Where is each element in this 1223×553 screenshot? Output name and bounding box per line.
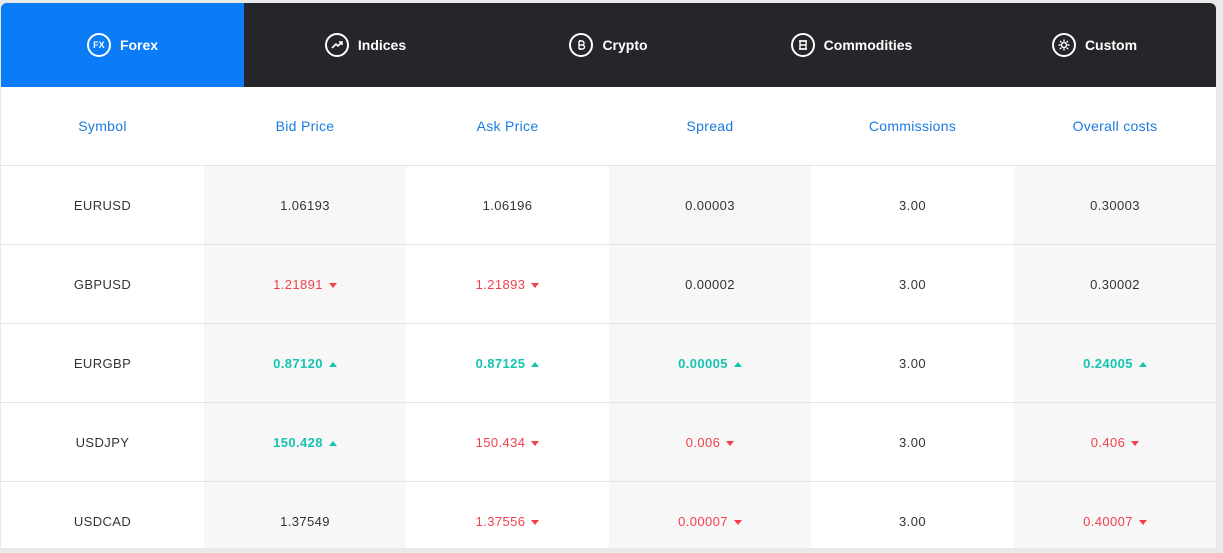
cell-spread: 0.006 [609, 402, 811, 482]
price-value: 3.00 [899, 355, 926, 371]
header-bid-price[interactable]: Bid Price [204, 87, 406, 166]
cell-overall-costs: 0.30002 [1014, 244, 1216, 324]
commodities-icon [790, 33, 815, 57]
price-value: 1.06193 [280, 197, 330, 213]
cell-symbol: USDJPY [1, 402, 204, 482]
price-value: 3.00 [899, 434, 926, 450]
price-value: 1.37556 [475, 513, 526, 529]
cell-commissions: 3.00 [811, 165, 1014, 245]
tab-custom[interactable]: Custom [973, 3, 1216, 87]
header-commissions[interactable]: Commissions [811, 87, 1014, 166]
cell-symbol: EURUSD [1, 165, 204, 245]
cell-symbol: EURGBP [1, 323, 204, 403]
cell-commissions: 3.00 [811, 244, 1014, 324]
cell-symbol: USDCAD [1, 481, 204, 548]
price-value: 0.00002 [685, 276, 735, 292]
price-value: 0.87120 [273, 355, 323, 371]
tab-crypto[interactable]: Crypto [487, 3, 730, 87]
cell-symbol: GBPUSD [1, 244, 204, 324]
caret-up-icon [328, 361, 337, 367]
price-value: 0.30003 [1090, 197, 1140, 213]
cell-spread: 0.00007 [609, 481, 811, 548]
caret-up-icon [328, 440, 337, 446]
tab-label: Custom [1084, 37, 1138, 53]
caret-down-icon [1131, 440, 1140, 446]
tab-label: Indices [357, 37, 407, 53]
table-row: EURUSD 1.06193 1.06196 0.00003 3.00 0.30003 [1, 165, 1216, 245]
caret-down-icon [1138, 519, 1147, 525]
cell-ask-price: 1.06196 [406, 165, 609, 245]
price-value: 1.21893 [475, 276, 526, 292]
cell-overall-costs: 0.406 [1014, 402, 1216, 482]
price-value: 1.37549 [280, 513, 330, 529]
tab-label: Crypto [602, 37, 648, 53]
header-symbol[interactable]: Symbol [1, 87, 204, 166]
table-row: USDJPY 150.428 150.434 0.006 3.00 0.406 [1, 402, 1216, 482]
price-value: 150.434 [475, 434, 526, 450]
price-value: 0.30002 [1090, 276, 1140, 292]
price-value: 0.006 [685, 434, 721, 450]
cell-ask-price: 150.434 [406, 402, 609, 482]
cell-ask-price: 1.37556 [406, 481, 609, 548]
cell-commissions: 3.00 [811, 323, 1014, 403]
price-value: 3.00 [899, 276, 926, 292]
cell-commissions: 3.00 [811, 481, 1014, 548]
price-value: 0.00003 [685, 197, 735, 213]
cell-overall-costs: 0.30003 [1014, 165, 1216, 245]
cell-bid-price: 1.06193 [204, 165, 406, 245]
cell-bid-price: 1.21891 [204, 244, 406, 324]
table-row: GBPUSD 1.21891 1.21893 0.00002 3.00 0.30002 [1, 244, 1216, 324]
fx-icon: FX [86, 33, 111, 57]
caret-down-icon [726, 440, 735, 446]
cell-bid-price: 0.87120 [204, 323, 406, 403]
caret-up-icon [1138, 361, 1147, 367]
tab-forex[interactable]: FX Forex [1, 3, 244, 87]
price-value: 3.00 [899, 513, 926, 529]
price-value: 0.87125 [475, 355, 526, 371]
caret-down-icon [328, 282, 337, 288]
tab-label: Commodities [823, 37, 913, 53]
cell-spread: 0.00002 [609, 244, 811, 324]
price-value: 0.24005 [1083, 355, 1133, 371]
cell-overall-costs: 0.24005 [1014, 323, 1216, 403]
gear-icon [1051, 33, 1076, 57]
cell-commissions: 3.00 [811, 402, 1014, 482]
price-value: 150.428 [273, 434, 323, 450]
cell-overall-costs: 0.40007 [1014, 481, 1216, 548]
price-value: 0.00007 [678, 513, 728, 529]
price-table: Symbol Bid Price Ask Price Spread Commis… [1, 87, 1216, 548]
tab-label: Forex [119, 37, 159, 53]
caret-down-icon [531, 440, 540, 446]
tab-indices[interactable]: Indices [244, 3, 487, 87]
price-value: 3.00 [899, 197, 926, 213]
table-row: USDCAD 1.37549 1.37556 0.00007 3.00 0.40007 [1, 481, 1216, 548]
caret-up-icon [733, 361, 742, 367]
caret-down-icon [531, 282, 540, 288]
header-overall-costs[interactable]: Overall costs [1014, 87, 1216, 166]
caret-up-icon [531, 361, 540, 367]
trending-up-icon [324, 33, 349, 57]
caret-down-icon [733, 519, 742, 525]
cell-spread: 0.00005 [609, 323, 811, 403]
caret-down-icon [531, 519, 540, 525]
price-value: 0.00005 [678, 355, 728, 371]
header-spread[interactable]: Spread [609, 87, 811, 166]
table-row: EURGBP 0.87120 0.87125 0.00005 3.00 0.24005 [1, 323, 1216, 403]
cell-bid-price: 1.37549 [204, 481, 406, 548]
price-value: 1.06196 [482, 197, 533, 213]
header-ask-price[interactable]: Ask Price [406, 87, 609, 166]
price-value: 1.21891 [273, 276, 323, 292]
pricing-widget: FX Forex Indices Crypto Commodities Cu [1, 3, 1216, 548]
cell-bid-price: 150.428 [204, 402, 406, 482]
bitcoin-icon [569, 33, 594, 57]
cell-spread: 0.00003 [609, 165, 811, 245]
table-header-row: Symbol Bid Price Ask Price Spread Commis… [1, 87, 1216, 166]
cell-ask-price: 1.21893 [406, 244, 609, 324]
tab-commodities[interactable]: Commodities [730, 3, 973, 87]
price-value: 0.406 [1090, 434, 1126, 450]
cell-ask-price: 0.87125 [406, 323, 609, 403]
price-value: 0.40007 [1083, 513, 1133, 529]
market-tabs: FX Forex Indices Crypto Commodities Cu [1, 3, 1216, 87]
